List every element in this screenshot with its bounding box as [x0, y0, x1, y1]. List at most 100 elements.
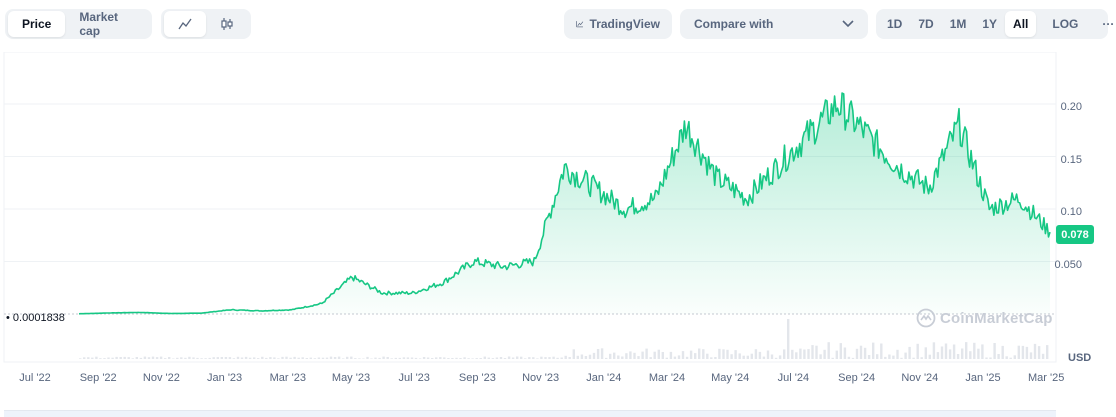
volume-bar — [414, 357, 418, 359]
range-1d[interactable]: 1D — [887, 17, 903, 31]
volume-bar — [301, 357, 304, 359]
volume-bar — [495, 357, 499, 359]
chart-type-toggle: Price Market cap — [5, 9, 152, 39]
volume-bar — [180, 357, 183, 359]
volume-bar — [1021, 345, 1025, 359]
volume-bar — [111, 357, 114, 359]
volume-bar — [1013, 355, 1016, 359]
range-1y[interactable]: 1Y — [982, 17, 998, 31]
volume-bar — [580, 354, 584, 359]
volume-bar — [888, 354, 891, 359]
volume-bar — [645, 348, 648, 359]
y-tick-label: 0.15 — [1060, 154, 1082, 166]
line-chart-icon — [178, 18, 192, 30]
volume-bar — [965, 342, 968, 359]
volume-bar — [204, 358, 207, 359]
volume-bar — [762, 356, 766, 359]
volume-bar — [1037, 346, 1041, 359]
volume-bar — [989, 357, 992, 359]
tradingview-button[interactable]: TradingView — [564, 9, 672, 39]
volume-bar — [398, 357, 401, 359]
volume-bar — [738, 353, 741, 359]
volume-bar — [386, 357, 389, 359]
volume-bar — [969, 351, 972, 359]
volume-bar — [823, 349, 826, 359]
volume-bar — [321, 357, 325, 359]
volume-bar — [261, 356, 264, 359]
volume-bar — [491, 358, 495, 359]
currency-label: USD — [1068, 352, 1092, 364]
candle-style-button[interactable] — [206, 11, 248, 37]
volume-bar — [973, 342, 976, 359]
volume-bar — [350, 356, 353, 359]
range-all[interactable]: All — [1005, 11, 1037, 37]
volume-bar — [892, 355, 895, 359]
volume-bar — [471, 358, 474, 359]
x-tick-label: Jan '25 — [965, 372, 1001, 384]
x-tick-label: May '23 — [331, 372, 371, 384]
volume-bar — [993, 343, 996, 359]
volume-bar — [354, 358, 357, 359]
volume-bar — [366, 356, 369, 359]
volume-bar — [374, 357, 377, 359]
volume-bar — [584, 356, 588, 359]
volume-bar — [426, 357, 430, 359]
range-navigator[interactable] — [4, 410, 1056, 417]
volume-bar — [524, 358, 527, 359]
volume-bar — [329, 356, 333, 359]
volume-bar — [985, 357, 988, 359]
volume-bar — [912, 357, 915, 359]
volume-bar — [746, 355, 749, 359]
volume-bar — [770, 354, 774, 359]
volume-bar — [681, 351, 685, 359]
volume-bar — [192, 357, 195, 359]
price-chart[interactable] — [0, 52, 1116, 372]
volume-bar — [677, 355, 681, 359]
x-tick-label: Jan '24 — [586, 372, 622, 384]
volume-bar — [532, 357, 535, 359]
volume-bar — [552, 356, 555, 359]
volume-bar — [176, 357, 179, 359]
volume-bar — [637, 356, 640, 359]
volume-bar — [564, 355, 567, 359]
range-1m[interactable]: 1M — [949, 17, 967, 31]
volume-bar — [289, 357, 292, 359]
volume-bar — [718, 348, 721, 359]
volume-bar — [847, 356, 851, 359]
volume-bar — [572, 349, 575, 359]
price-tab[interactable]: Price — [8, 11, 66, 37]
market-cap-tab[interactable]: Market cap — [79, 10, 119, 38]
volume-bar — [863, 347, 867, 359]
volume-bars — [79, 319, 1049, 359]
candlestick-icon — [221, 18, 233, 30]
volume-bar — [244, 356, 248, 359]
volume-bar — [346, 356, 349, 359]
volume-bar — [1009, 357, 1012, 359]
line-style-button[interactable] — [164, 11, 206, 37]
volume-bar — [641, 351, 644, 359]
volume-bar — [79, 358, 82, 359]
chevron-down-icon — [842, 20, 854, 28]
volume-bar — [159, 356, 163, 359]
range-7d[interactable]: 7D — [918, 17, 934, 31]
compare-with-dropdown[interactable]: Compare with — [680, 9, 868, 39]
volume-bar — [313, 358, 317, 359]
volume-bar — [337, 356, 341, 359]
volume-bar — [333, 357, 337, 359]
volume-bar — [685, 356, 689, 359]
log-scale-button[interactable]: LOG — [1052, 17, 1079, 31]
volume-bar — [633, 352, 636, 359]
volume-bar — [629, 351, 632, 359]
watermark-text: CoinMarketCap — [940, 309, 1053, 327]
volume-bar — [596, 349, 600, 359]
volume-bar — [750, 353, 753, 359]
volume-bar — [91, 357, 94, 359]
volume-bar — [795, 352, 798, 359]
tradingview-label: TradingView — [589, 17, 660, 31]
volume-bar — [184, 357, 187, 359]
volume-bar — [273, 357, 276, 359]
volume-bar — [277, 358, 280, 359]
volume-bar — [977, 348, 980, 359]
more-options-button[interactable]: ··· — [1102, 17, 1115, 31]
volume-bar — [439, 357, 442, 359]
